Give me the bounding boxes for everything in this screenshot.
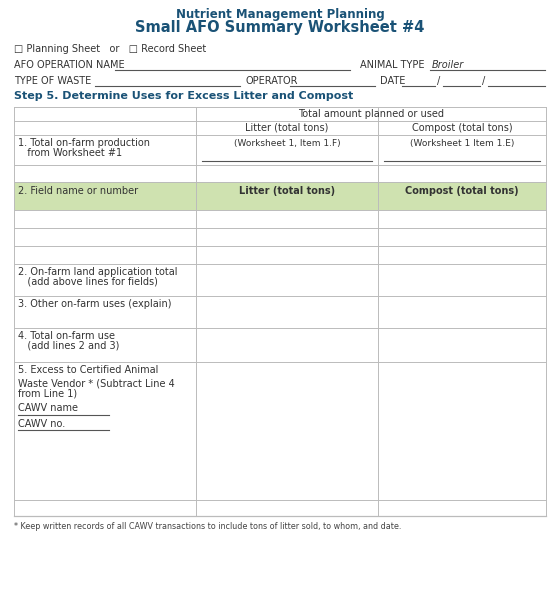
Text: 3. Other on-farm uses (explain): 3. Other on-farm uses (explain) — [18, 299, 171, 309]
Text: Total amount planned or used: Total amount planned or used — [298, 109, 444, 119]
Text: (add above lines for fields): (add above lines for fields) — [18, 277, 158, 287]
Text: 5. Excess to Certified Animal: 5. Excess to Certified Animal — [18, 365, 158, 375]
Text: 2. On-farm land application total: 2. On-farm land application total — [18, 267, 178, 277]
Text: AFO OPERATION NAME: AFO OPERATION NAME — [14, 60, 125, 70]
Text: DATE: DATE — [380, 76, 405, 86]
Text: Litter (total tons): Litter (total tons) — [245, 123, 329, 133]
Text: 1. Total on-farm production: 1. Total on-farm production — [18, 138, 150, 148]
Text: TYPE OF WASTE: TYPE OF WASTE — [14, 76, 91, 86]
Text: 4. Total on-farm use: 4. Total on-farm use — [18, 331, 115, 341]
Text: 2. Field name or number: 2. Field name or number — [18, 186, 138, 196]
Text: Nutrient Management Planning: Nutrient Management Planning — [176, 8, 384, 21]
Text: from Line 1): from Line 1) — [18, 388, 77, 398]
Text: * Keep written records of all CAWV transactions to include tons of litter sold, : * Keep written records of all CAWV trans… — [14, 522, 402, 531]
Text: CAWV no.: CAWV no. — [18, 419, 68, 429]
Text: Step 5. Determine Uses for Excess Litter and Compost: Step 5. Determine Uses for Excess Litter… — [14, 91, 353, 101]
Text: Small AFO Summary Worksheet #4: Small AFO Summary Worksheet #4 — [136, 20, 424, 35]
Text: (Worksheet 1, Item 1.F): (Worksheet 1, Item 1.F) — [234, 139, 340, 148]
Text: Compost (total tons): Compost (total tons) — [405, 186, 519, 196]
Text: Compost (total tons): Compost (total tons) — [412, 123, 512, 133]
Text: OPERATOR: OPERATOR — [245, 76, 297, 86]
Text: (add lines 2 and 3): (add lines 2 and 3) — [18, 341, 119, 351]
Text: □ Planning Sheet   or   □ Record Sheet: □ Planning Sheet or □ Record Sheet — [14, 44, 206, 54]
Text: Litter (total tons): Litter (total tons) — [239, 186, 335, 196]
Bar — [14, 182, 546, 210]
Text: /: / — [482, 76, 486, 86]
Text: Waste Vendor * (Subtract Line 4: Waste Vendor * (Subtract Line 4 — [18, 378, 175, 388]
Text: (Worksheet 1 Item 1.E): (Worksheet 1 Item 1.E) — [410, 139, 514, 148]
Text: CAWV name: CAWV name — [18, 403, 78, 413]
Text: /: / — [437, 76, 440, 86]
Text: ANIMAL TYPE: ANIMAL TYPE — [360, 60, 424, 70]
Text: from Worksheet #1: from Worksheet #1 — [18, 148, 122, 158]
Text: Broiler: Broiler — [432, 60, 464, 70]
